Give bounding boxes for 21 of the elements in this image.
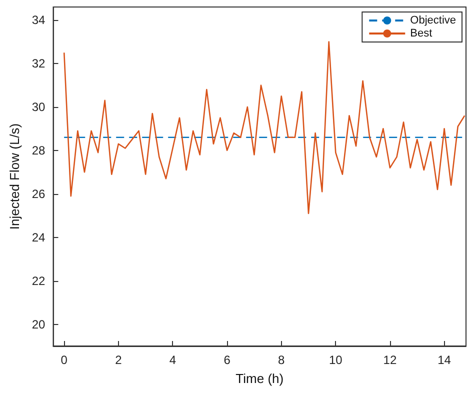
x-tick-label: 12 bbox=[383, 353, 397, 367]
y-tick-label: 30 bbox=[32, 100, 46, 114]
y-tick-label: 24 bbox=[32, 230, 46, 244]
x-tick-label: 14 bbox=[438, 353, 452, 367]
y-tick-label: 34 bbox=[32, 13, 46, 28]
line-series bbox=[63, 41, 466, 214]
y-tick-label: 20 bbox=[32, 317, 46, 332]
x-tick-label: 10 bbox=[328, 353, 343, 367]
x-tick-label: 8 bbox=[278, 353, 286, 367]
x-axis-title: Time (h) bbox=[236, 371, 284, 386]
x-tick-label: 4 bbox=[169, 353, 176, 367]
legend-label: Best bbox=[410, 28, 432, 40]
y-tick-label: 26 bbox=[32, 186, 46, 201]
x-tick-label: 0 bbox=[60, 353, 68, 367]
x-tick-label: 6 bbox=[224, 353, 231, 367]
y-tick-label: 28 bbox=[32, 143, 46, 158]
x-tick-label: 2 bbox=[115, 353, 122, 367]
y-axis-title: Injected Flow (L/s) bbox=[7, 123, 22, 230]
y-tick-label: 32 bbox=[32, 56, 46, 70]
legend-label: Objective bbox=[410, 14, 456, 26]
y-tick-label: 22 bbox=[32, 274, 46, 288]
